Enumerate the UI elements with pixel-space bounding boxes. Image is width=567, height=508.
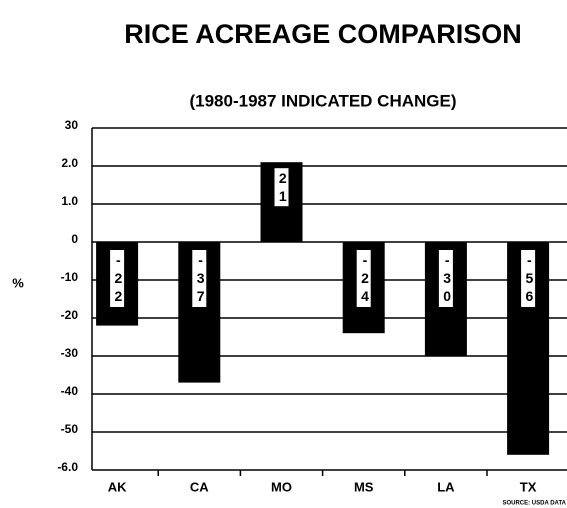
x-tick-label: CA xyxy=(190,479,209,494)
value-label: -56 xyxy=(521,252,537,306)
value-label: -22 xyxy=(110,252,126,306)
y-tick-label: 0 xyxy=(71,232,78,246)
x-tick-label: LA xyxy=(437,479,455,494)
y-tick-label: 2.0 xyxy=(61,156,78,170)
value-label-bg xyxy=(521,250,536,307)
value-label-bg xyxy=(110,250,125,307)
y-tick-label: -50 xyxy=(61,422,79,436)
value-label-bg xyxy=(192,250,207,307)
y-axis-label: % xyxy=(12,275,24,290)
value-label: -24 xyxy=(357,252,373,306)
y-tick-label: -10 xyxy=(61,270,79,284)
x-tick-label: MS xyxy=(354,479,374,494)
y-tick-label: -20 xyxy=(61,308,79,322)
value-label-bg xyxy=(274,168,289,207)
x-tick-label: MO xyxy=(271,479,292,494)
value-label: -37 xyxy=(193,252,209,306)
y-tick-label: -6.0 xyxy=(57,460,78,474)
x-tick-label: TX xyxy=(520,479,537,494)
value-label: 21 xyxy=(275,170,291,206)
y-tick-label: -40 xyxy=(61,384,79,398)
chart-subtitle: (1980-1987 INDICATED CHANGE) xyxy=(189,91,456,110)
y-tick-label: 30 xyxy=(65,118,79,132)
chart-title: RICE ACREAGE COMPARISON xyxy=(124,19,522,49)
value-label: -30 xyxy=(439,252,455,306)
value-label-bg xyxy=(438,250,453,307)
value-label-bg xyxy=(356,250,371,307)
source-note: SOURCE: USDA DATA xyxy=(502,501,566,507)
y-tick-label: -30 xyxy=(61,346,79,360)
x-tick-label: AK xyxy=(108,479,127,494)
y-tick-label: 1.0 xyxy=(61,194,78,208)
